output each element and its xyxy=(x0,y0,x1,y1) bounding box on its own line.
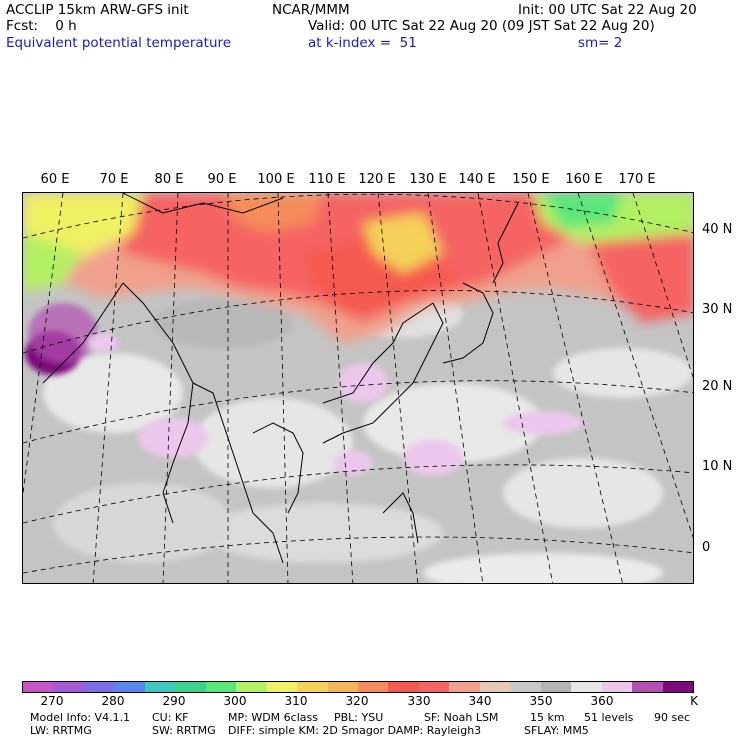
lon-label: 130 E xyxy=(409,172,447,187)
color-swatch xyxy=(53,682,84,692)
color-swatch xyxy=(632,682,663,692)
scale-tick: 340 xyxy=(468,694,492,708)
smoothing: sm= 2 xyxy=(578,35,623,51)
model-title: ACCLIP 15km ARW-GFS init xyxy=(6,2,189,18)
scale-tick: 280 xyxy=(101,694,125,708)
color-swatch xyxy=(357,682,389,692)
scale-tick: 350 xyxy=(529,694,553,708)
pbl-scheme: PBL: YSU xyxy=(334,711,384,724)
color-swatch xyxy=(571,682,602,692)
level-index: at k-index = 51 xyxy=(308,35,417,51)
lat-label: 0 xyxy=(702,540,711,555)
scale-tick: 330 xyxy=(407,694,431,708)
lon-label: 70 E xyxy=(99,172,129,187)
color-swatch xyxy=(540,682,572,692)
coastlines xyxy=(42,193,519,564)
lon-label: 150 E xyxy=(512,172,550,187)
lon-label: 90 E xyxy=(207,172,237,187)
time-step: 90 sec xyxy=(654,711,691,724)
warm-band xyxy=(23,193,693,343)
scale-tick: 270 xyxy=(40,694,64,708)
color-swatch xyxy=(114,682,145,692)
valid-time: Valid: 00 UTC Sat 22 Aug 20 (09 JST Sat … xyxy=(308,18,655,34)
vertical-levels: 51 levels xyxy=(584,711,634,724)
field-name: Equivalent potential temperature xyxy=(6,35,232,51)
scale-tick: 310 xyxy=(284,694,308,708)
color-swatch xyxy=(175,682,206,692)
lat-label: 30 N xyxy=(702,302,733,317)
color-swatch xyxy=(388,682,419,692)
microphysics-scheme: MP: WDM 6class xyxy=(228,711,318,724)
diffusion-scheme: DIFF: simple KM: 2D Smagor DAMP: Rayleig… xyxy=(228,724,482,737)
color-swatch xyxy=(23,682,54,692)
color-swatch xyxy=(144,682,176,692)
shortwave-scheme: SW: RRTMG xyxy=(152,724,216,737)
scale-tick: 320 xyxy=(345,694,369,708)
lon-label: 160 E xyxy=(565,172,603,187)
field-texture xyxy=(43,288,693,583)
lon-label: 170 E xyxy=(618,172,656,187)
color-scale-bar xyxy=(22,681,694,693)
lon-label: 110 E xyxy=(308,172,346,187)
color-swatch xyxy=(662,682,693,692)
color-swatch xyxy=(266,682,298,692)
lon-label: 100 E xyxy=(257,172,295,187)
surface-scheme: SF: Noah LSM xyxy=(424,711,499,724)
color-swatch xyxy=(297,682,328,692)
forecast-hour: Fcst: 0 h xyxy=(6,18,77,34)
theta-e-map xyxy=(22,192,694,584)
longwave-scheme: LW: RRTMG xyxy=(30,724,92,737)
scale-tick: 300 xyxy=(223,694,247,708)
model-info: Model Info: V4.1.1 xyxy=(30,711,131,724)
cumulus-scheme: CU: KF xyxy=(152,711,189,724)
graticule xyxy=(23,193,693,583)
color-swatch xyxy=(479,682,511,692)
lat-label: 20 N xyxy=(702,379,733,394)
scale-unit: K xyxy=(690,694,698,708)
lon-label: 80 E xyxy=(154,172,184,187)
color-swatch xyxy=(418,682,450,692)
map-canvas xyxy=(23,193,693,583)
init-time: Init: 00 UTC Sat 22 Aug 20 xyxy=(518,2,697,18)
lon-label: 140 E xyxy=(458,172,496,187)
color-swatch xyxy=(601,682,633,692)
high-theta-patches xyxy=(25,303,583,476)
center-name: NCAR/MMM xyxy=(272,2,350,18)
scale-tick: 360 xyxy=(590,694,614,708)
lon-label: 60 E xyxy=(40,172,70,187)
color-swatch xyxy=(510,682,541,692)
scale-tick: 290 xyxy=(162,694,186,708)
surface-layer-scheme: SFLAY: MM5 xyxy=(524,724,589,737)
lat-label: 40 N xyxy=(702,222,733,237)
resolution: 15 km xyxy=(530,711,565,724)
color-swatch xyxy=(236,682,267,692)
color-swatch xyxy=(205,682,237,692)
color-swatch xyxy=(449,682,480,692)
lon-label: 120 E xyxy=(358,172,396,187)
color-swatch xyxy=(327,682,358,692)
color-swatch xyxy=(83,682,115,692)
lat-label: 10 N xyxy=(702,459,733,474)
